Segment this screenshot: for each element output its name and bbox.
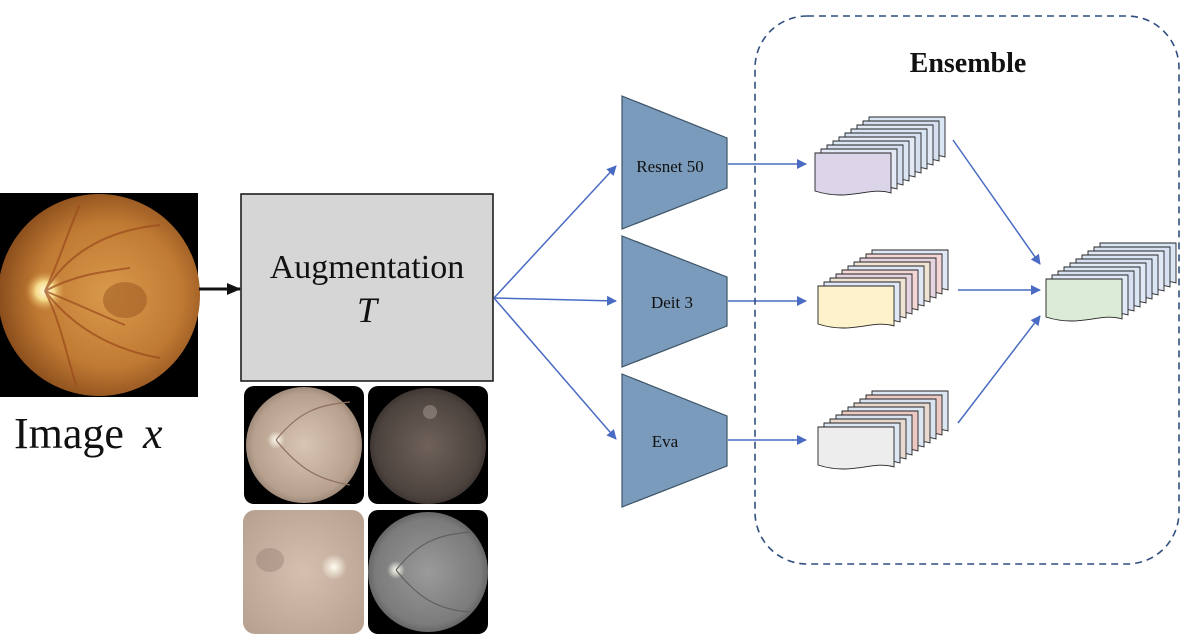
ensemble-region [754,15,1180,565]
arrow-resnet-to-output [952,139,1041,265]
aug-sample-dark [368,386,488,504]
feature-sheet-front [1045,278,1123,322]
model-label-deit: Deit 3 [651,293,693,312]
features-to-output-arrows [952,139,1041,424]
feature-sheet-front [817,426,895,470]
augmentation-box [240,193,494,382]
input-fundus-image [0,193,200,397]
arrow-eva-to-output [957,315,1041,424]
arrow-to-resnet [493,165,617,299]
arrow-to-eva [493,297,617,440]
ensemble-output-stack [1045,242,1177,322]
aug-sample-bright [244,386,364,504]
model-resnet: Resnet 50 [621,95,728,230]
augmentation-symbol: T [357,290,380,330]
aug-sample-blur [243,510,364,634]
feature-stack-resnet [814,116,946,196]
feature-stack-deit [817,249,949,329]
ensemble-title: Ensemble [910,48,1027,79]
model-deit: Deit 3 [621,235,728,368]
model-label-resnet: Resnet 50 [636,157,704,176]
model-to-feature-arrows [728,159,807,445]
feature-sheet-front [817,285,895,329]
arrow-to-deit [493,295,617,306]
input-label: Image x [14,409,163,458]
model-label-eva: Eva [652,432,679,451]
model-eva: Eva [621,373,728,508]
augmentation-to-models-arrows [493,165,617,440]
augmentation-title: Augmentation [270,249,465,286]
feature-stack-eva [817,390,949,470]
aug-sample-gray [368,510,488,634]
feature-sheet-front [814,152,892,196]
